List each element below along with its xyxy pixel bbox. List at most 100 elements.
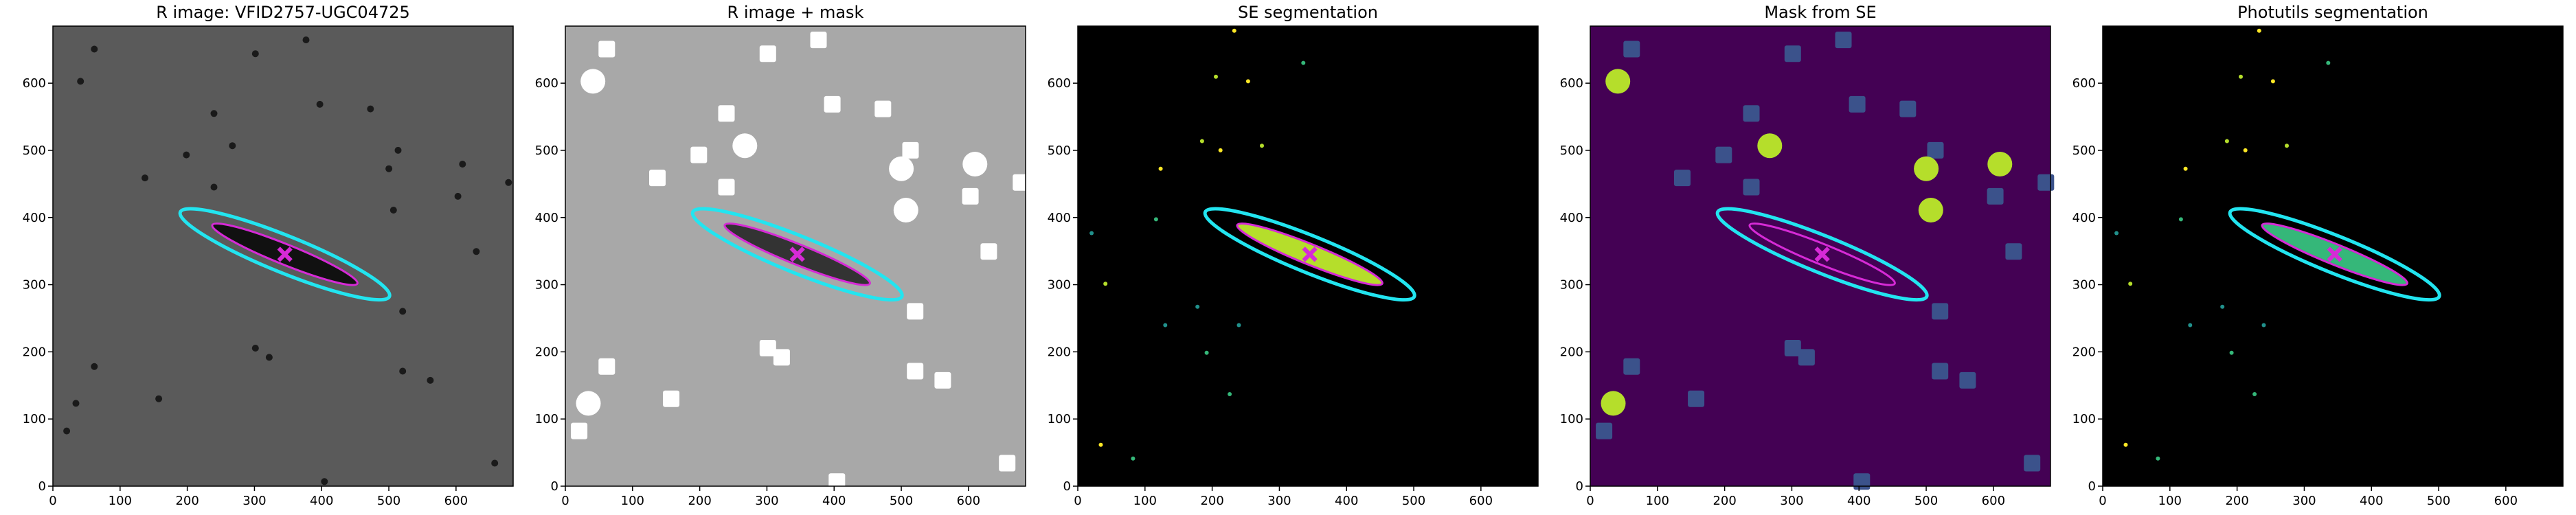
star [63,427,71,435]
x-tick-label: 100 [1646,494,1669,508]
segment [2326,60,2331,65]
star [505,179,512,186]
mask-region [1927,141,1944,159]
x-tick-label: 600 [2494,494,2518,508]
y-tick-label: 200 [535,345,558,359]
x-tick-label: 300 [242,494,266,508]
y-tick-label: 400 [2072,211,2096,225]
star [427,376,434,384]
x-tick-label: 500 [377,494,400,508]
y-tick-label: 600 [535,76,558,91]
y-tick-label: 200 [23,345,46,359]
segment [1163,323,1168,328]
axes-frame [1590,25,2051,487]
segment [2156,456,2160,461]
mask-region [893,198,918,222]
star [155,395,163,402]
y-tick-label: 600 [2072,76,2096,91]
mask-region [1623,41,1640,58]
inner-ellipse [1236,222,1383,286]
segment [1236,323,1241,328]
star [251,50,259,58]
star [394,146,402,154]
mask-region [663,390,680,407]
panel: R image + mask 0 100 200 300 400 500 600 0 100 200… [535,3,1030,508]
x-tick-label: 100 [109,494,132,508]
panel: R image: VFID2757-UGC04725 0 100 200 300 400 5… [23,3,514,508]
x-tick-label: 600 [1469,494,1493,508]
mask-region [902,141,919,159]
mask-region [1784,45,1801,62]
y-tick-label: 0 [551,479,558,494]
mask-region [1987,187,2004,205]
segment [1214,74,1218,79]
inner-ellipse [723,222,871,286]
center-marker [277,247,293,262]
segment [2243,148,2248,152]
segment [1153,217,1158,222]
panel-title: Photutils segmentation [2237,3,2428,22]
y-tick-label: 200 [2072,345,2096,359]
segment [1195,304,1200,309]
segment [1218,148,1223,152]
outer-ellipse [1203,207,1416,302]
star [229,142,236,150]
star [91,363,98,370]
y-tick-label: 500 [1048,144,1071,158]
x-tick-label: 500 [1914,494,1938,508]
segment [2183,166,2188,171]
mask-region [1596,422,1613,439]
y-tick-label: 400 [1560,211,1583,225]
mask-region [1743,179,1760,196]
outer-ellipse [2228,207,2441,302]
mask-region [980,243,997,260]
star [251,345,259,352]
segment [1131,456,1136,461]
y-tick-label: 300 [2072,278,2096,293]
mask-region [1914,156,1939,181]
axes-frame [565,25,1026,487]
outer-ellipse [1715,207,1929,302]
mask-region [962,187,979,205]
x-tick-label: 500 [2427,494,2450,508]
segment [1199,139,1204,144]
mask-region [649,170,666,187]
y-tick-label: 400 [1048,211,1071,225]
y-tick-label: 400 [535,211,558,225]
center-marker [1814,247,1830,262]
y-tick-label: 600 [23,76,46,91]
axes-frame [1077,25,1539,487]
star [491,459,499,467]
mask-region [889,156,914,181]
star [183,151,190,159]
x-tick-label: 400 [2360,494,2383,508]
y-tick-label: 100 [23,412,46,426]
star [385,165,393,172]
x-tick-label: 300 [1267,494,1291,508]
x-tick-label: 100 [2158,494,2182,508]
x-tick-label: 200 [175,494,199,508]
segment [2285,144,2289,148]
star [454,192,462,200]
mask-region [962,152,988,176]
y-tick-label: 500 [1560,144,1583,158]
star [399,308,407,315]
mask-region [759,45,776,62]
segment [2220,304,2225,309]
mask-region [571,422,588,439]
panel-title: R image + mask [727,3,864,22]
star [77,78,84,85]
mask-region [718,179,735,196]
star [72,400,80,407]
y-tick-label: 0 [1576,479,1583,494]
segment [2178,217,2183,222]
y-tick-label: 200 [1048,345,1071,359]
mask-region [598,358,615,375]
x-tick-label: 0 [1586,494,1594,508]
x-tick-label: 300 [755,494,778,508]
mask-region [810,32,827,49]
center-marker [789,247,805,262]
x-tick-label: 400 [1847,494,1871,508]
x-tick-label: 200 [1713,494,1736,508]
mask-region [598,41,615,58]
